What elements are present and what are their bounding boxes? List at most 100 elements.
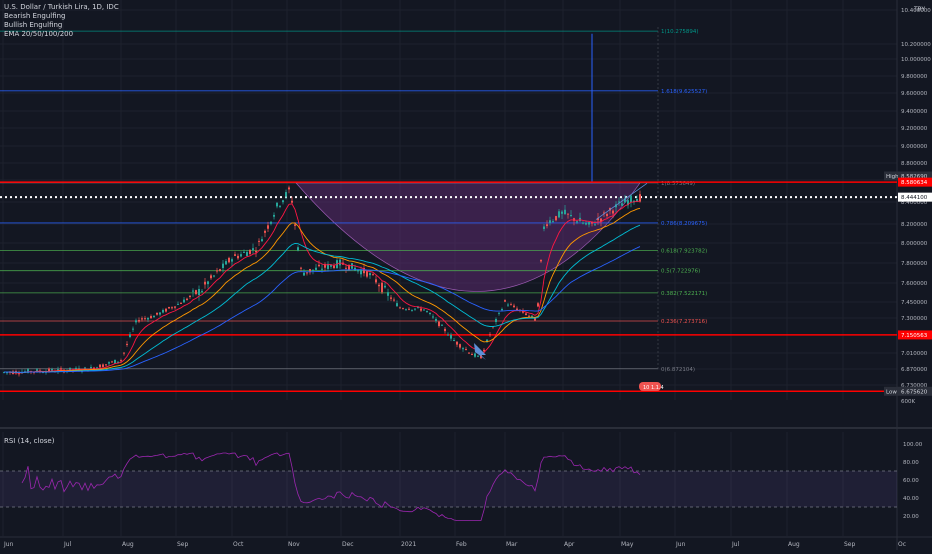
ema-50-line [4, 207, 641, 374]
candle-body [564, 209, 566, 215]
price-axis-tick: 8.400000 [901, 200, 928, 206]
candle-body [114, 359, 116, 364]
candle-body [207, 281, 209, 285]
candle-body [438, 321, 440, 327]
candle-body [300, 267, 302, 269]
candle-body [60, 368, 62, 370]
candle-body [528, 315, 530, 317]
time-axis-label: Sep [177, 541, 189, 548]
ema-100-line [4, 224, 641, 373]
candle-body [576, 221, 578, 223]
time-axis-label: 2021 [401, 541, 416, 548]
low-badge-value: 6.675620 [901, 389, 928, 395]
low-badge-bg [898, 386, 932, 396]
fib-level-label: 0.236(7.273716) [661, 319, 707, 325]
candle-body [498, 312, 500, 314]
candle-body [624, 198, 626, 203]
candle-body [618, 201, 620, 203]
price-axis-tick: 7.600000 [901, 281, 928, 287]
candle-body [231, 259, 233, 262]
candle-body [309, 269, 311, 273]
legend-symbol[interactable]: U.S. Dollar / Turkish Lira, 1D, IDC [4, 3, 119, 11]
time-axis-label: Jul [63, 541, 72, 548]
legend-indicator-bullish[interactable]: Bullish Engulfing [4, 21, 63, 29]
candle-body [264, 230, 266, 233]
price-axis-tick: 10.200000 [901, 42, 931, 48]
candle-body [99, 364, 101, 368]
candle-body [270, 221, 272, 224]
candle-body [372, 274, 374, 276]
candle-body [414, 308, 416, 310]
candle-body [495, 319, 497, 323]
candle-body [621, 203, 623, 206]
candle-body [444, 328, 446, 332]
time-axis-label: Mar [506, 541, 518, 548]
candle-body [243, 251, 245, 253]
candle-body [606, 213, 608, 216]
candle-body [84, 367, 86, 369]
legend-indicator-ema[interactable]: EMA 20/50/100/200 [4, 30, 74, 38]
price-axis-tick: 7.450000 [901, 300, 928, 306]
candle-body [555, 216, 557, 221]
support-badge: 7.150563 [898, 330, 932, 340]
candle-body [273, 214, 275, 217]
arrow-marker-icon [474, 343, 486, 360]
time-axis-label: Aug [788, 541, 800, 548]
candle-body [525, 313, 527, 316]
candle-body [540, 259, 542, 262]
volume-badge-bg [639, 382, 661, 391]
time-axis-label: May [621, 541, 634, 548]
candle-body [240, 254, 242, 257]
candle-body [165, 308, 167, 312]
candle-body [306, 272, 308, 274]
legend-indicator-bearish[interactable]: Bearish Engulfing [4, 12, 66, 20]
candle-body [357, 269, 359, 272]
candle-body [204, 281, 206, 285]
price-axis-tick: 9.400000 [901, 109, 928, 115]
candle-body [141, 318, 143, 320]
candle-body [213, 275, 215, 277]
rsi-axis-tick: 100.00 [903, 442, 923, 448]
high-badge-label: High [886, 174, 899, 180]
candle-body [252, 248, 254, 251]
time-axis-label: Nov [288, 541, 300, 548]
candle-body [561, 211, 563, 214]
candle-body [69, 367, 71, 371]
rsi-axis-tick: 60.00 [903, 478, 919, 484]
low-badge-label-bg [884, 386, 898, 396]
fib-level-label: 0.5(7.722976) [661, 269, 700, 275]
candle-body [582, 222, 584, 224]
low-badge: Low 6.675620 [884, 386, 932, 396]
fib-level-label: 0.786(8.209675) [661, 221, 707, 227]
candle-body [18, 373, 20, 375]
candle-body [465, 349, 467, 351]
candle-body [135, 320, 137, 323]
candle-body [267, 225, 269, 229]
candle-body [222, 263, 224, 269]
candle-body [261, 239, 263, 242]
candle-body [603, 212, 605, 214]
time-axis-label: Oct [233, 541, 244, 548]
price-axis-tick: 9.800000 [901, 74, 928, 80]
price-axis-tick: 9.000000 [901, 144, 928, 150]
candle-body [177, 303, 179, 305]
candle-body [402, 308, 404, 310]
candle-body [546, 224, 548, 227]
candle-body [216, 270, 218, 272]
candle-body [6, 372, 8, 374]
high-badge-label-bg [884, 171, 898, 181]
resistance-badge: 8.580634 [898, 177, 932, 187]
candle-body [405, 309, 407, 311]
candle-body [516, 308, 518, 311]
candle-body [297, 247, 299, 251]
time-axis-label: Apr [564, 541, 575, 548]
candle-body [195, 290, 197, 295]
candle-body [189, 295, 191, 298]
candle-body [111, 361, 113, 363]
candle-body [411, 309, 413, 311]
candle-body [594, 224, 596, 226]
rsi-title[interactable]: RSI (14, close) [4, 437, 55, 445]
candle-body [612, 210, 614, 214]
